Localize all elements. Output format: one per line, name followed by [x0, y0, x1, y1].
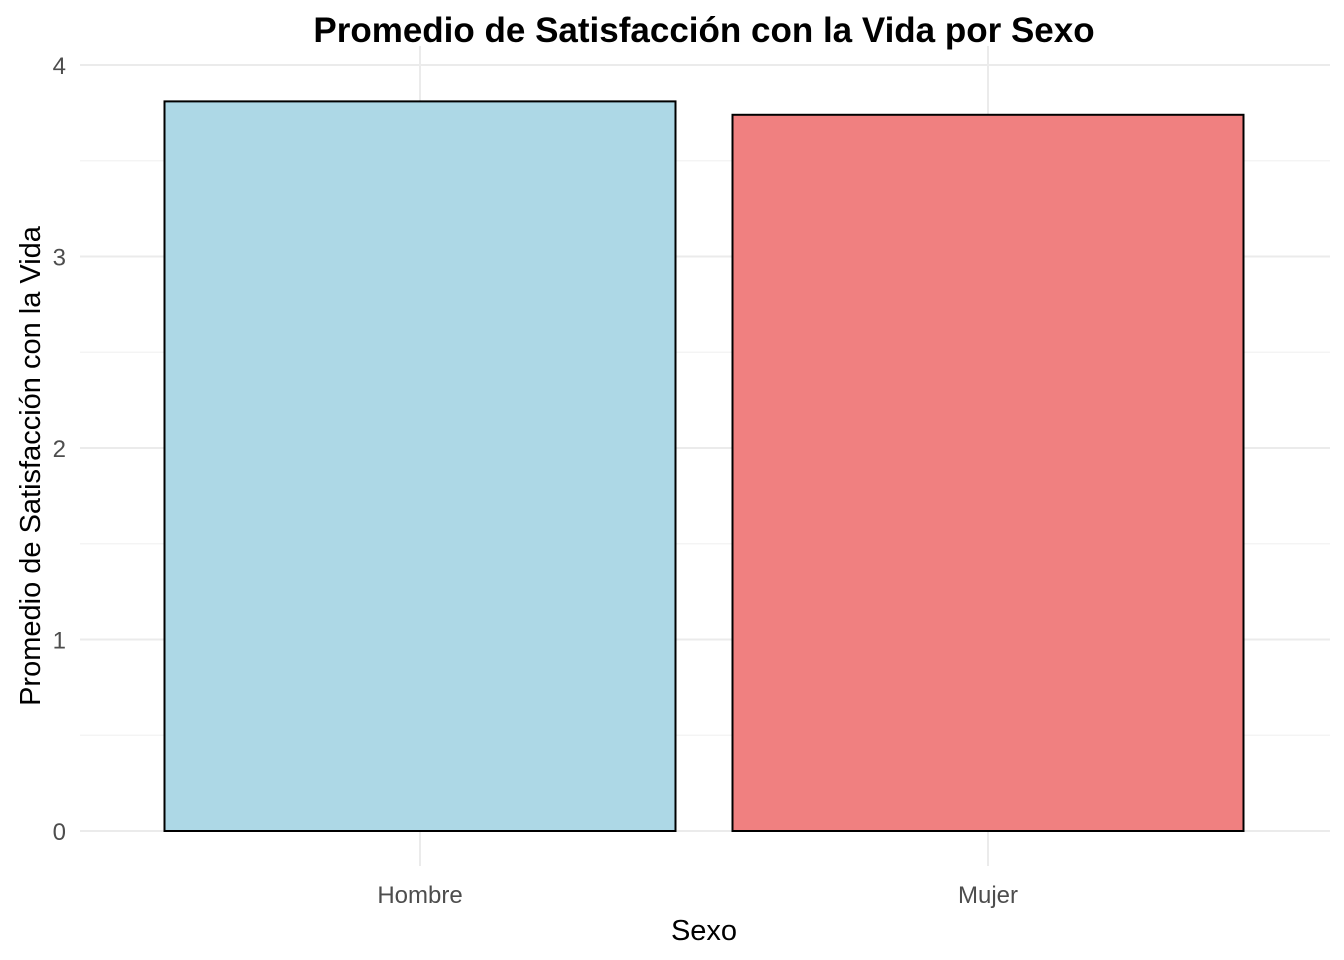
y-axis-ticks: 0 1 2 3 4: [53, 53, 66, 846]
y-tick-label: 0: [53, 819, 66, 846]
y-tick-label: 4: [53, 53, 66, 80]
x-tick-label: Mujer: [958, 882, 1018, 909]
y-axis-title: Promedio de Satisfacción con la Vida: [15, 225, 47, 706]
x-axis-ticks: Hombre Mujer: [377, 882, 1018, 909]
chart-title: Promedio de Satisfacción con la Vida por…: [313, 11, 1094, 50]
bars: [163, 100, 1245, 833]
x-axis-title: Sexo: [671, 915, 737, 947]
y-tick-label: 3: [53, 245, 66, 272]
x-tick-label: Hombre: [377, 882, 462, 909]
y-tick-label: 2: [53, 436, 66, 463]
y-tick-label: 1: [53, 628, 66, 655]
bar-mujer: [731, 113, 1245, 833]
bar-hombre: [163, 100, 677, 832]
